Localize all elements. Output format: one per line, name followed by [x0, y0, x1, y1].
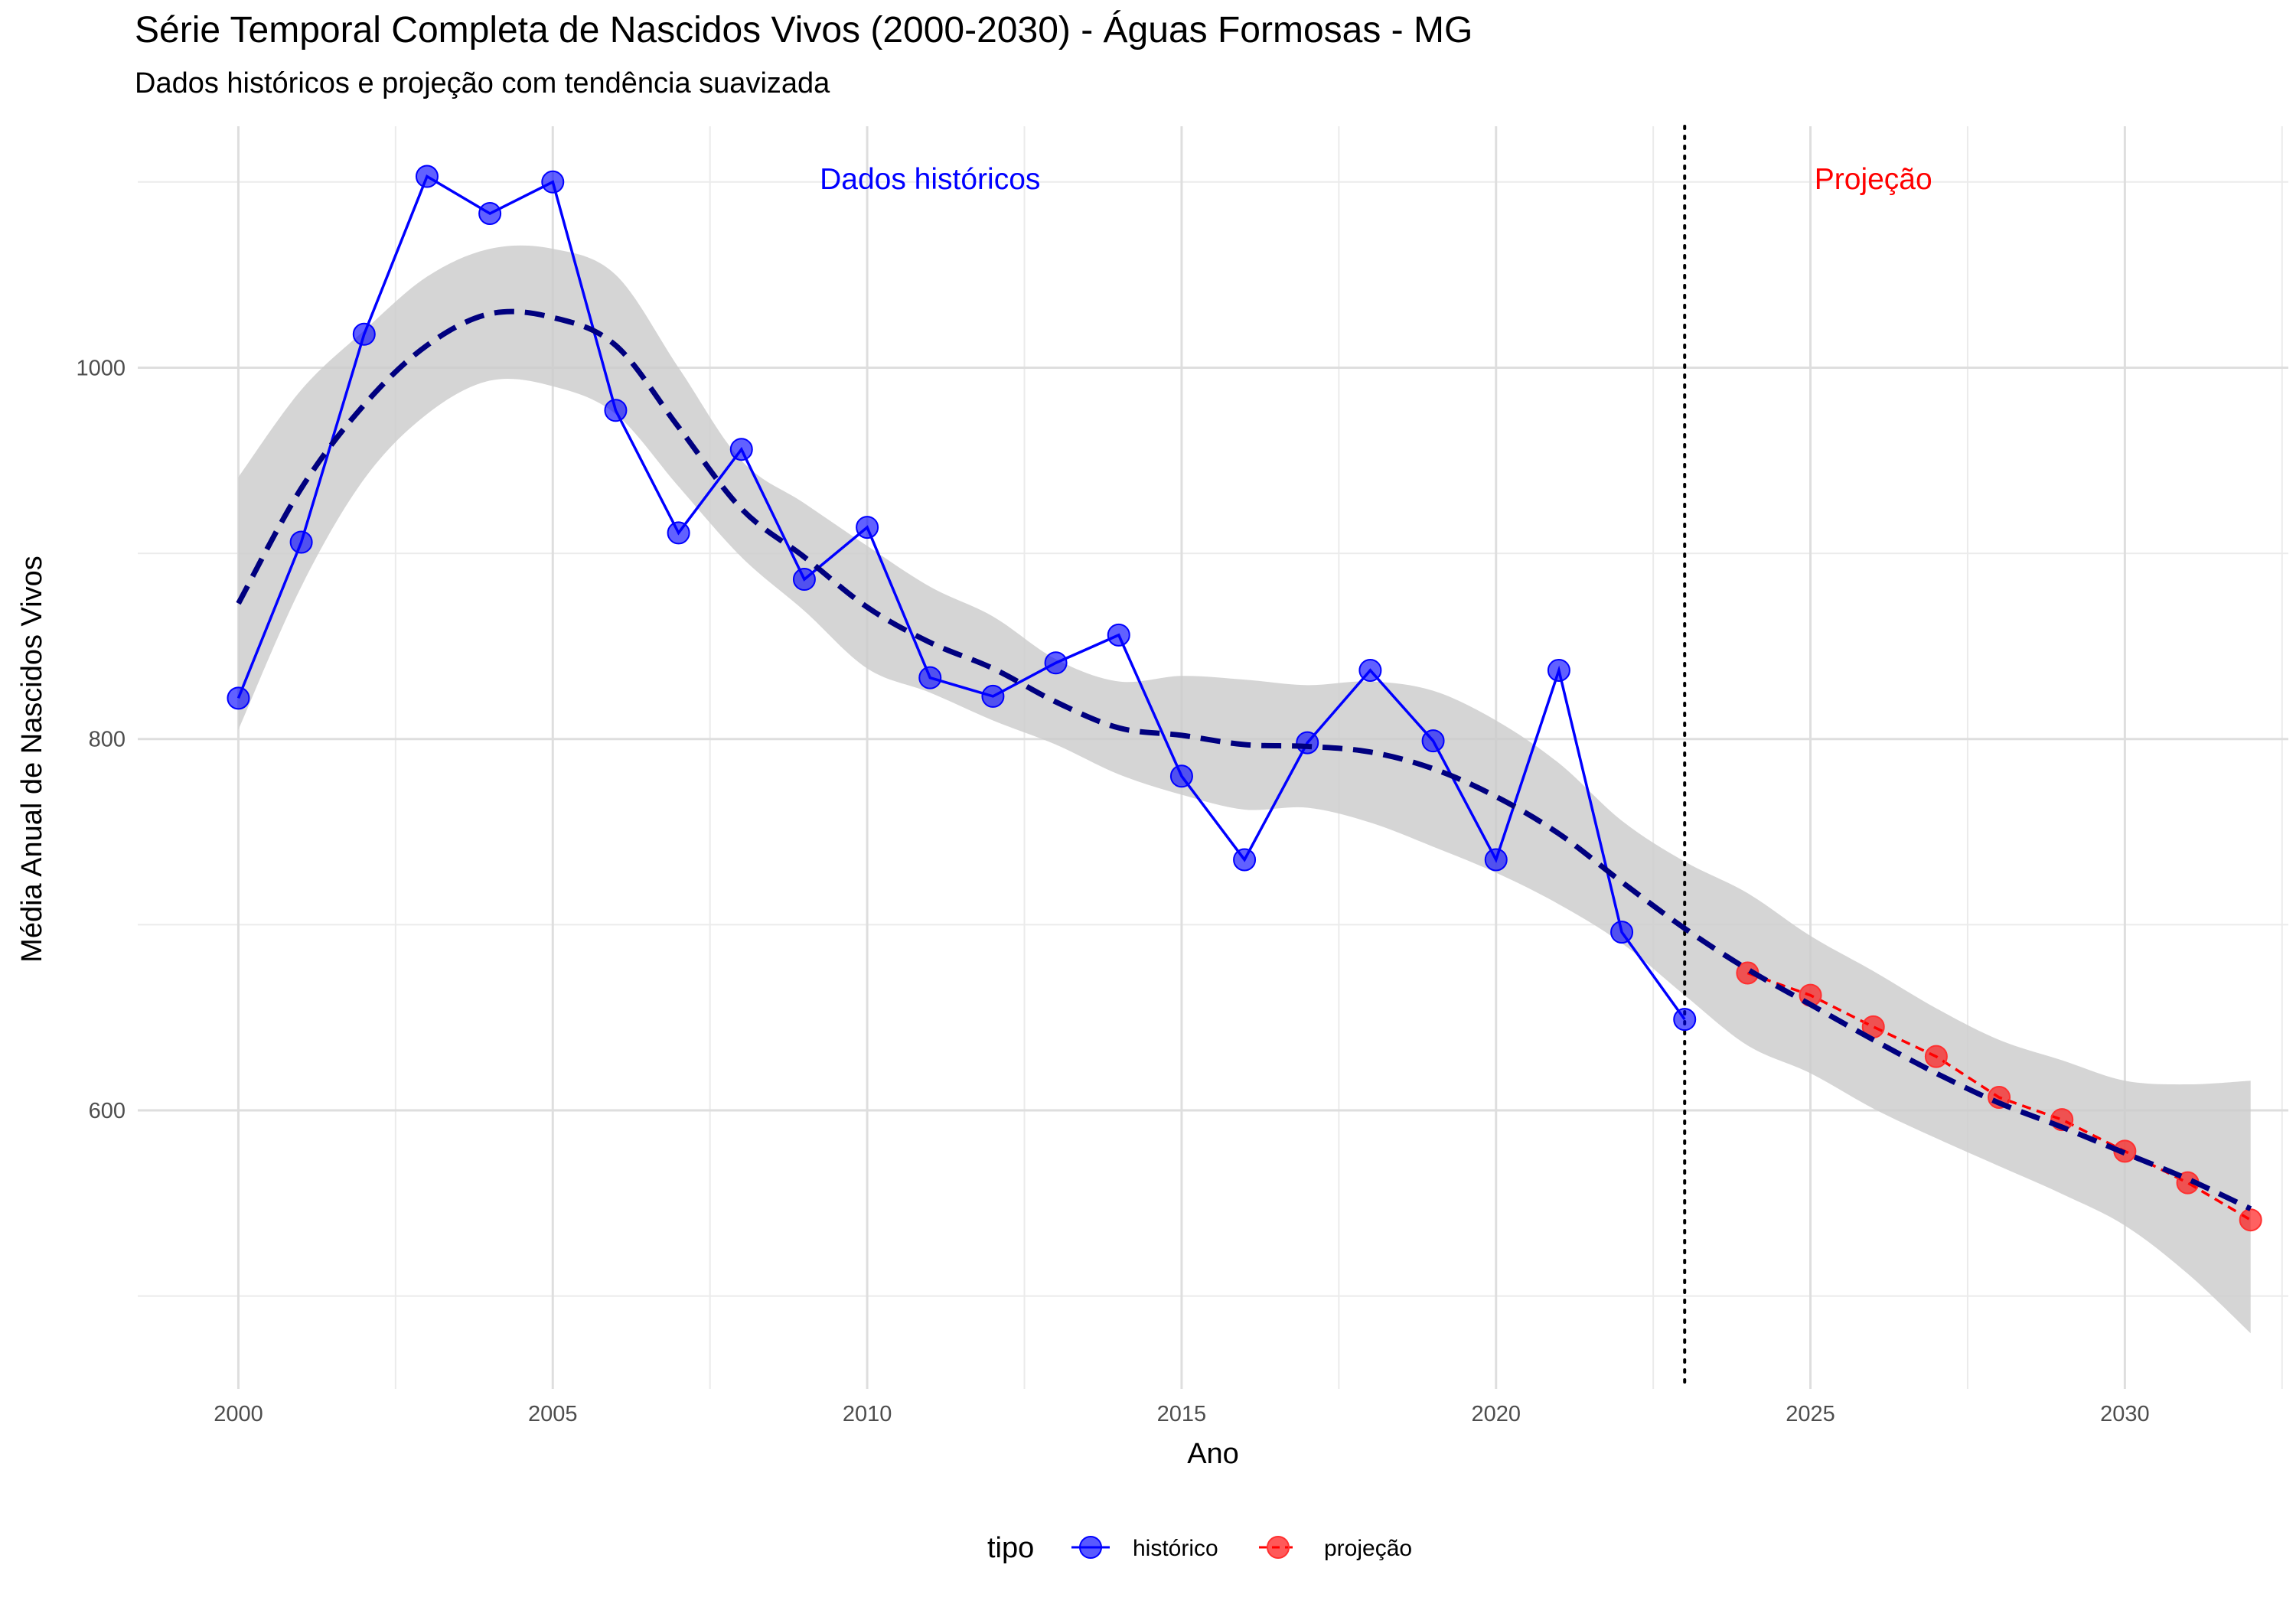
point-projecao: [1924, 1045, 1948, 1068]
annotation-projecao: Projeção: [1815, 163, 1932, 196]
point-historico: [1169, 764, 1193, 788]
point-projecao: [2239, 1208, 2262, 1232]
chart-subtitle: Dados históricos e projeção com tendênci…: [135, 67, 830, 99]
point-historico: [1421, 729, 1445, 753]
point-historico: [792, 568, 816, 592]
x-tick-label: 2015: [1157, 1402, 1207, 1426]
x-tick-label: 2025: [1786, 1402, 1835, 1426]
y-tick-label: 1000: [76, 356, 126, 380]
point-historico: [352, 322, 376, 346]
point-historico: [856, 516, 879, 539]
confidence-ribbon: [238, 245, 2251, 1334]
annotation-historico: Dados históricos: [820, 163, 1040, 196]
point-historico: [1673, 1008, 1697, 1032]
legend-key-projecao-point: [1267, 1536, 1290, 1559]
series-line-historico: [236, 174, 1686, 1021]
y-axis-title: Média Anual de Nascidos Vivos: [16, 556, 48, 963]
point-historico: [981, 684, 1005, 708]
point-historico: [1107, 623, 1130, 647]
trend-line: [236, 308, 2252, 1211]
x-tick-label: 2030: [2100, 1402, 2150, 1426]
point-historico: [1233, 848, 1257, 872]
point-historico: [478, 202, 502, 226]
legend-label-historico: histórico: [1133, 1536, 1218, 1561]
grid-minor: [138, 126, 2288, 1389]
y-tick-label: 800: [89, 728, 126, 752]
point-historico: [415, 165, 439, 188]
point-historico: [604, 399, 628, 422]
point-historico: [227, 686, 250, 710]
trend-layer: [236, 308, 2252, 1211]
point-historico: [1296, 731, 1319, 755]
point-historico: [1358, 658, 1382, 682]
point-historico: [667, 521, 690, 545]
point-historico: [918, 666, 942, 689]
chart-title: Série Temporal Completa de Nascidos Vivo…: [135, 10, 1473, 51]
point-historico: [1044, 651, 1068, 675]
point-historico: [1547, 658, 1570, 682]
legend-title: tipo: [987, 1532, 1034, 1564]
point-historico: [729, 438, 753, 461]
point-historico: [1610, 921, 1634, 944]
x-tick-label: 2020: [1471, 1402, 1521, 1426]
x-tick-label: 2005: [528, 1402, 578, 1426]
x-tick-label: 2000: [214, 1402, 263, 1426]
point-historico: [289, 530, 313, 554]
x-tick-label: 2010: [843, 1402, 892, 1426]
legend-label-projecao: projeção: [1324, 1536, 1412, 1561]
point-historico: [1484, 848, 1508, 872]
x-axis-title: Ano: [1187, 1438, 1239, 1470]
legend-key-historico-point: [1079, 1536, 1102, 1559]
point-historico: [541, 170, 565, 194]
tick-label-layer: 2000 2005 2010 2015 2020 2025 2030 600 800 1000: [76, 356, 2149, 1426]
y-tick-label: 600: [89, 1099, 126, 1123]
confidence-ribbon-layer: [238, 245, 2251, 1334]
annotation-layer: Dados históricos Projeção: [820, 163, 1932, 196]
legend: tipo histórico projeção: [987, 1532, 1412, 1564]
